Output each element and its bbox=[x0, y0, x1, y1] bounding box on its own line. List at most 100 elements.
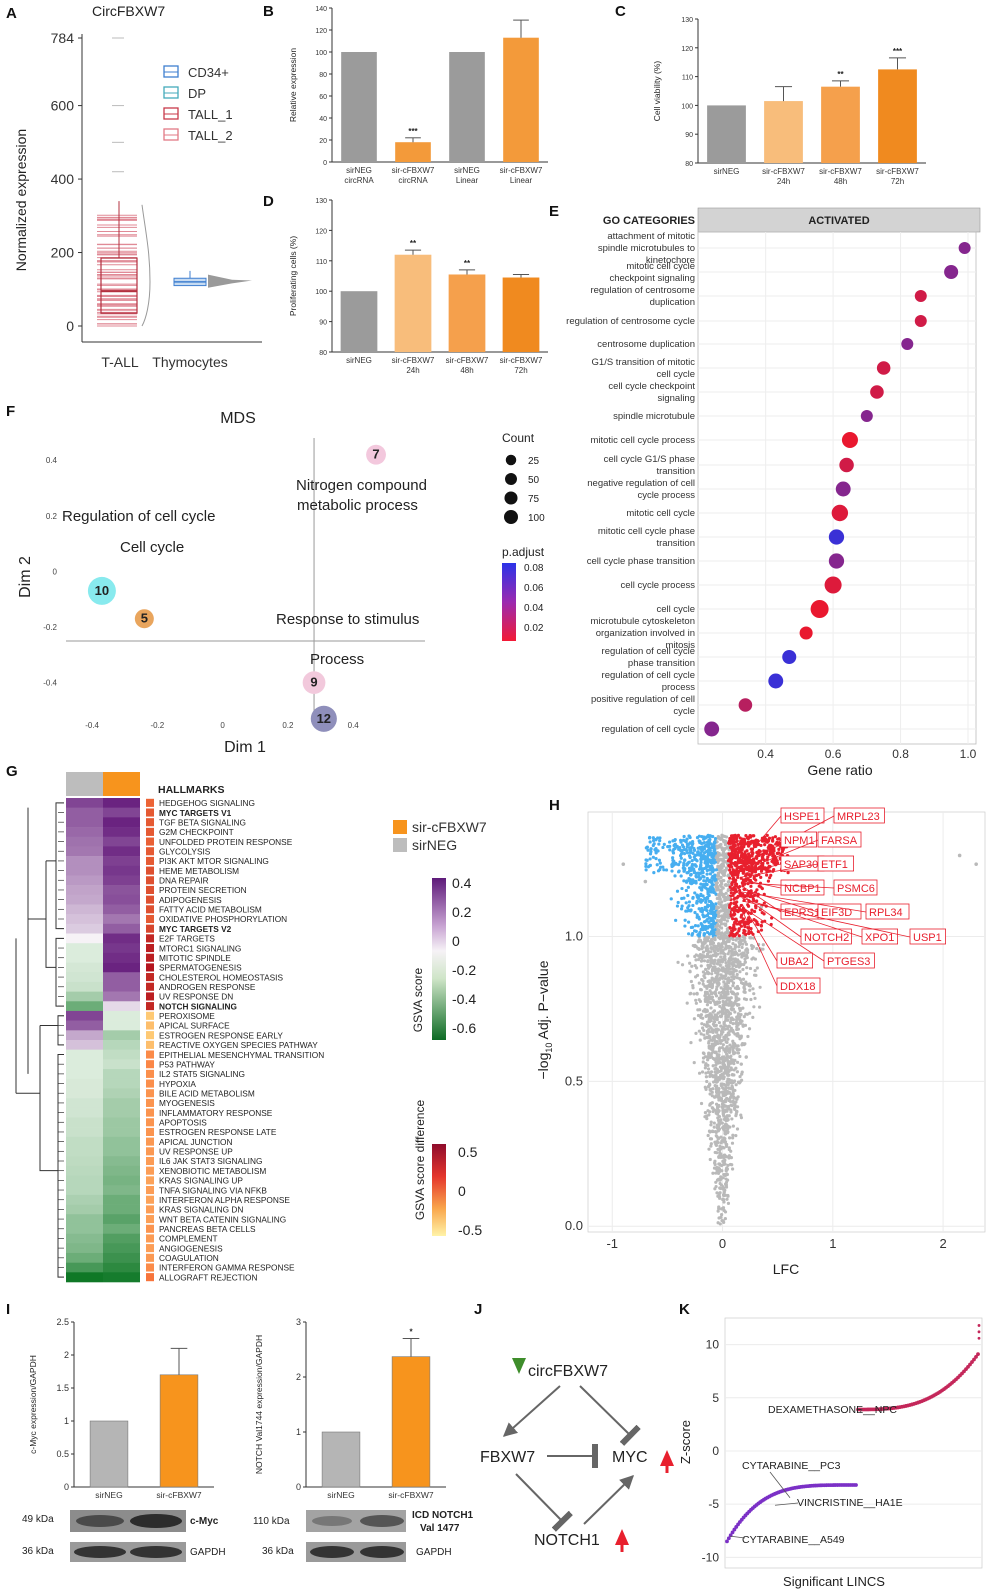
point bbox=[725, 1109, 729, 1113]
point bbox=[724, 1142, 728, 1146]
diff-cell bbox=[146, 1224, 154, 1233]
dot bbox=[824, 576, 842, 594]
label-box bbox=[776, 952, 813, 969]
point bbox=[775, 859, 779, 863]
point bbox=[731, 981, 736, 985]
point bbox=[719, 1135, 723, 1139]
point bbox=[731, 1136, 735, 1140]
point bbox=[701, 950, 706, 954]
heat-cell bbox=[66, 1001, 103, 1012]
point bbox=[716, 873, 721, 878]
point bbox=[724, 1167, 728, 1172]
tick-label: 2.5 bbox=[56, 1317, 69, 1327]
diff-cell bbox=[146, 1002, 154, 1011]
label-leader bbox=[741, 839, 819, 872]
label-box bbox=[817, 831, 862, 848]
point bbox=[754, 861, 758, 865]
point bbox=[730, 1016, 734, 1020]
point bbox=[723, 1065, 727, 1070]
point bbox=[704, 886, 708, 890]
point bbox=[708, 1072, 712, 1077]
point bbox=[759, 843, 763, 848]
row-label: EPITHELIAL MESENCHYMAL TRANSITION bbox=[159, 1050, 324, 1060]
point bbox=[709, 888, 713, 892]
point bbox=[724, 922, 728, 926]
point bbox=[648, 863, 652, 867]
point bbox=[730, 1072, 735, 1077]
point bbox=[735, 992, 739, 996]
point bbox=[737, 888, 742, 893]
point bbox=[708, 1017, 712, 1021]
gene-label: HSPE1 bbox=[784, 811, 820, 823]
category-label: positive regulation of cell bbox=[591, 694, 695, 705]
point bbox=[720, 1032, 724, 1036]
diff-cell bbox=[146, 905, 154, 914]
point bbox=[703, 914, 708, 918]
point bbox=[690, 933, 694, 937]
category-label: process bbox=[662, 682, 696, 693]
point bbox=[758, 985, 762, 989]
bar bbox=[340, 291, 378, 352]
point bbox=[713, 913, 717, 918]
x-tick-label: sir-cFBXW7 bbox=[392, 356, 435, 365]
heat-cell bbox=[66, 1262, 103, 1273]
point bbox=[723, 1193, 727, 1197]
drug-label: CYTARABINE__A549 bbox=[742, 1534, 845, 1546]
drug-label: CYTARABINE__PC3 bbox=[742, 1460, 841, 1472]
point bbox=[687, 920, 691, 924]
legend-tick: 0.5 bbox=[458, 1144, 478, 1160]
point bbox=[746, 876, 750, 881]
point bbox=[680, 963, 685, 967]
point bbox=[769, 873, 773, 877]
point bbox=[693, 943, 697, 948]
x-tick-label: sir-cFBXW7 bbox=[388, 1490, 434, 1500]
heat-cell bbox=[103, 1020, 140, 1031]
point bbox=[718, 963, 722, 967]
dot bbox=[828, 553, 845, 569]
point bbox=[711, 887, 715, 891]
row-label: GLYCOLYSIS bbox=[159, 846, 211, 856]
diff-cell bbox=[146, 1215, 154, 1224]
point bbox=[713, 951, 718, 955]
axis-title: Dim 2 bbox=[17, 556, 34, 598]
point bbox=[686, 954, 690, 958]
heat-cell bbox=[66, 1127, 103, 1138]
point bbox=[713, 1014, 718, 1018]
point bbox=[702, 1051, 706, 1056]
legend-label: DP bbox=[188, 86, 206, 101]
diff-cell bbox=[146, 1108, 154, 1117]
heat-cell bbox=[103, 846, 140, 857]
point bbox=[714, 892, 718, 896]
row-label: UV RESPONSE UP bbox=[159, 1147, 233, 1157]
point bbox=[720, 960, 725, 964]
row-label: HEDGEHOG SIGNALING bbox=[159, 798, 255, 808]
point bbox=[708, 1102, 712, 1106]
point bbox=[753, 969, 757, 973]
point bbox=[689, 868, 693, 872]
point bbox=[716, 1221, 720, 1225]
point bbox=[738, 842, 743, 846]
point bbox=[728, 1095, 733, 1100]
diff-cell bbox=[146, 1127, 154, 1136]
heat-cell bbox=[103, 836, 140, 847]
point bbox=[712, 1037, 716, 1041]
dot bbox=[835, 481, 851, 497]
x-tick-label: circRNA bbox=[344, 176, 374, 185]
point bbox=[755, 966, 759, 970]
point bbox=[712, 1161, 717, 1165]
point bbox=[695, 913, 699, 917]
tick-label: 80 bbox=[319, 350, 327, 357]
bar bbox=[394, 254, 432, 352]
point bbox=[742, 951, 746, 955]
category-label: cell cycle bbox=[656, 369, 695, 380]
diff-cell bbox=[146, 1176, 154, 1185]
point bbox=[648, 857, 652, 861]
category-label: spindle microtubules to bbox=[598, 243, 695, 254]
label-box bbox=[776, 977, 821, 994]
axis-title: Significant LINCS bbox=[783, 1574, 885, 1589]
point bbox=[705, 1035, 709, 1039]
point bbox=[736, 1003, 740, 1007]
point bbox=[680, 904, 684, 908]
mds-point bbox=[134, 609, 154, 629]
point bbox=[691, 903, 695, 908]
